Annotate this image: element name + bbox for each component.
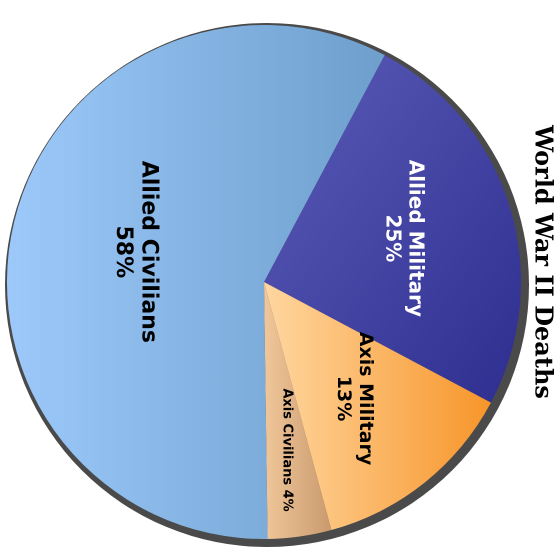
slice-label-allied-civilians: Allied Civilians58% [111,161,161,343]
pie-slice-allied-civilians [6,24,385,539]
pie-slice-axis-civilians [264,282,332,539]
pie-slice-allied-military [264,55,522,403]
pie-slices [6,24,522,539]
pie-labels: Allied Military25%Axis Military13%Axis C… [111,160,428,512]
slice-value-axis-civilians: 4% [280,490,295,512]
slice-label-axis-civilians: Axis Civilians 4% [280,388,295,511]
slice-category-axis-civilians: Axis Civilians [280,388,295,489]
slice-value-axis-military: 13% [333,376,355,421]
slice-label-axis-military: Axis Military13% [333,332,377,466]
slice-category-allied-military: Allied Military [405,160,429,317]
chart-title: World War II Deaths [530,124,559,399]
slice-category-axis-military: Axis Military [355,332,377,466]
pie-slice-axis-military [264,282,491,531]
slice-label-allied-military: Allied Military25% [382,160,429,317]
slice-value-allied-military: 25% [382,214,406,262]
slice-value-allied-civilians: 58% [111,225,136,278]
slice-category-allied-civilians: Allied Civilians [136,161,161,343]
